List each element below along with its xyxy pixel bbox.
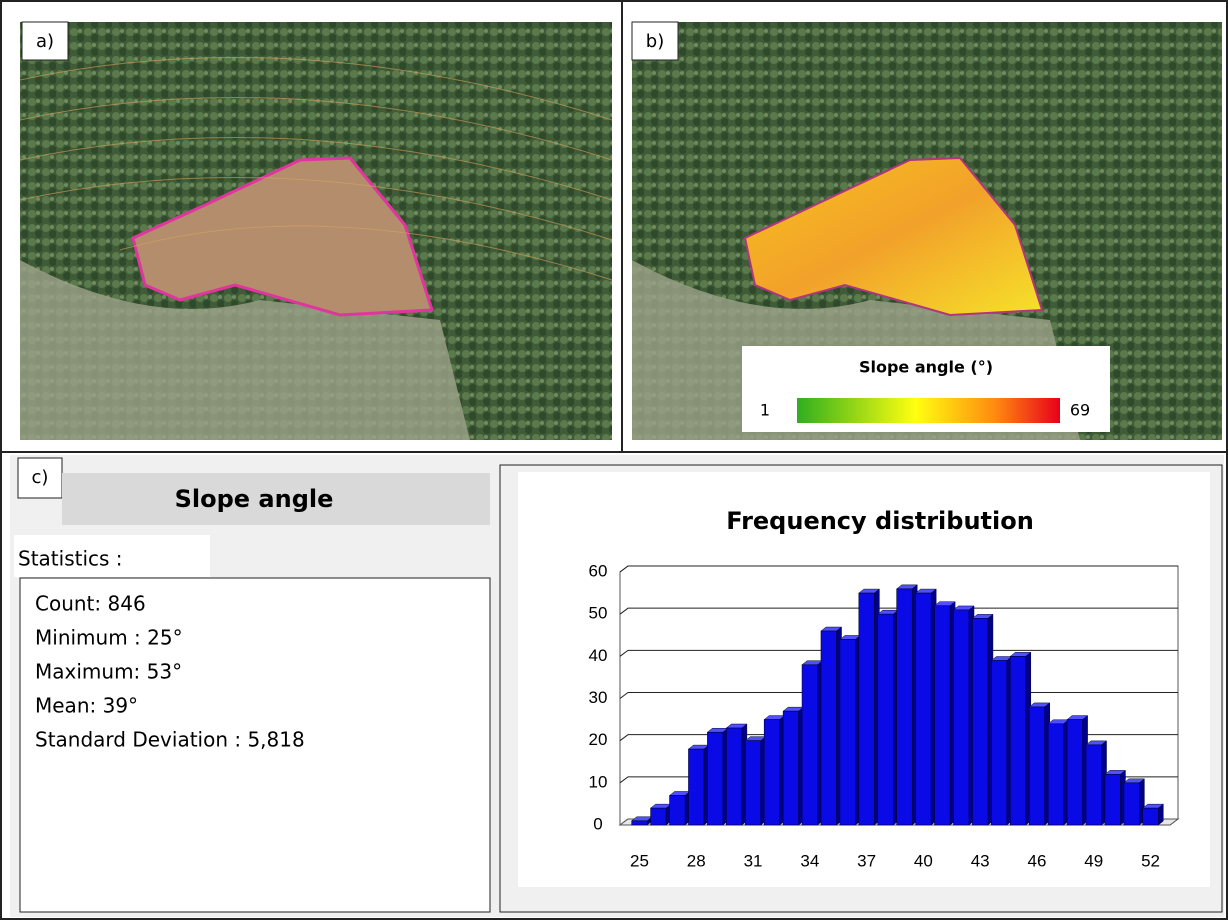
y-tick-label: 0 [593, 814, 602, 833]
bar [935, 606, 951, 825]
stats-title: Slope angle [175, 485, 334, 513]
x-tick-label: 52 [1141, 851, 1160, 870]
x-tick-label: 31 [744, 851, 763, 870]
x-tick-label: 49 [1084, 851, 1103, 870]
bar [1143, 808, 1159, 825]
bar [707, 732, 723, 825]
y-tick-label: 40 [589, 646, 608, 665]
bar [991, 661, 1007, 825]
y-tick-label: 60 [589, 561, 608, 580]
figure: a) b) Slope angle (°) 1 69 c) Slope angl… [0, 0, 1228, 920]
bar [840, 639, 856, 825]
x-tick-label: 46 [1028, 851, 1047, 870]
bar [802, 665, 818, 825]
x-tick-label: 28 [687, 851, 706, 870]
bar [878, 614, 894, 825]
bar [1048, 724, 1064, 825]
stat-line: Standard Deviation : 5,818 [35, 728, 305, 752]
x-tick-label: 40 [914, 851, 933, 870]
bar [726, 728, 742, 825]
aerial-image-a [20, 22, 612, 440]
bar [1086, 745, 1102, 825]
bar [916, 593, 932, 825]
legend-min: 1 [760, 401, 770, 420]
stat-line: Mean: 39° [35, 694, 138, 718]
y-tick-label: 20 [589, 730, 608, 749]
bar [821, 631, 837, 825]
x-tick-label: 34 [800, 851, 819, 870]
bar [745, 741, 761, 825]
bar [651, 808, 667, 825]
y-tick-label: 30 [589, 688, 608, 707]
x-tick-label: 37 [857, 851, 876, 870]
bar [1124, 783, 1140, 825]
chart-title: Frequency distribution [726, 507, 1034, 535]
bar [859, 593, 875, 825]
bar [953, 610, 969, 825]
legend-max: 69 [1070, 401, 1090, 420]
y-tick-label: 50 [589, 604, 608, 623]
panel-label: c) [32, 467, 49, 488]
stats-heading: Statistics : [18, 547, 123, 571]
bar [764, 720, 780, 825]
bar [1105, 774, 1121, 825]
bar-side [1158, 804, 1163, 825]
panel-label: b) [646, 31, 664, 52]
y-tick-label: 10 [589, 772, 608, 791]
x-tick-label: 43 [971, 851, 990, 870]
stat-line: Minimum : 25° [35, 626, 183, 650]
bar [632, 821, 648, 825]
panel-label: a) [36, 31, 54, 52]
stat-line: Count: 846 [35, 592, 146, 616]
bar [688, 749, 704, 825]
bar [1067, 720, 1083, 825]
bar [783, 711, 799, 825]
bar [972, 618, 988, 825]
bar [1029, 707, 1045, 825]
bar [1010, 656, 1026, 825]
x-tick-label: 25 [630, 851, 649, 870]
color-ramp [797, 398, 1060, 423]
bar [670, 795, 686, 825]
stat-line: Maximum: 53° [35, 660, 182, 684]
bar [897, 589, 913, 825]
legend-title: Slope angle (°) [859, 358, 993, 377]
